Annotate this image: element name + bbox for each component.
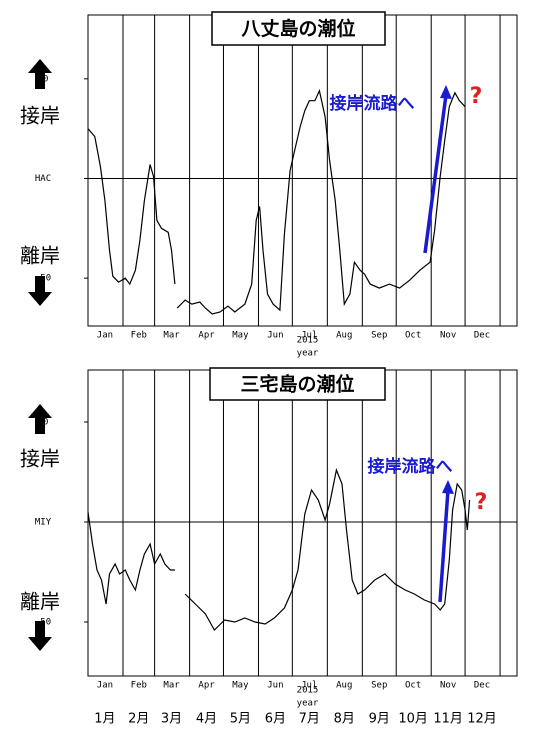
x-tick-label: Aug — [336, 331, 352, 341]
x-tick-label: Jun — [267, 331, 283, 341]
title-box — [209, 367, 386, 401]
down-arrow-icon — [28, 621, 52, 651]
x-tick-label: Jul — [301, 681, 317, 691]
tide-line — [87, 467, 471, 631]
annotation: ? — [470, 84, 483, 109]
month-label: 1月 — [94, 712, 115, 727]
annotation-arrow — [423, 94, 448, 254]
year-label: 2015 — [297, 686, 319, 696]
x-tick-label: Nov — [440, 681, 456, 691]
upper-label: 接岸 — [20, 447, 60, 471]
upper-label: 接岸 — [20, 104, 60, 128]
plot-frame — [87, 369, 518, 677]
y-tick-label: HAC — [35, 174, 51, 184]
x-tick-label: Apr — [198, 681, 215, 691]
title-box — [211, 11, 386, 46]
x-tick-label: Mar — [163, 331, 180, 341]
lower-label: 離岸 — [20, 590, 60, 614]
month-label: 10月 — [398, 712, 428, 727]
x-axis-label: year — [297, 349, 319, 359]
y-tick-label: MIY — [35, 518, 52, 528]
month-label: 12月 — [467, 712, 497, 727]
x-tick-label: Nov — [440, 331, 456, 341]
down-arrow-icon — [28, 276, 52, 306]
x-tick-label: Feb — [131, 331, 147, 341]
x-tick-label: Jan — [97, 681, 113, 691]
month-label: 4月 — [196, 712, 217, 727]
chart-title: 三宅島の潮位 — [240, 373, 354, 396]
up-arrow-icon — [28, 404, 52, 434]
up-arrow-icon — [28, 59, 52, 89]
tide-line — [87, 88, 466, 315]
annotation-arrow — [438, 489, 450, 603]
x-tick-label: Mar — [163, 681, 180, 691]
month-label: 6月 — [265, 712, 286, 727]
annotation-arrowhead — [440, 85, 452, 99]
x-tick-label: Oct — [405, 681, 421, 691]
x-tick-label: Jul — [301, 331, 317, 341]
x-tick-label: Dec — [474, 331, 490, 341]
year-label: 2015 — [297, 336, 319, 346]
x-tick-label: Feb — [131, 681, 147, 691]
x-tick-label: Sep — [371, 331, 387, 341]
x-tick-label: Jun — [267, 681, 283, 691]
lower-label: 離岸 — [20, 244, 60, 268]
x-tick-label: Aug — [336, 681, 352, 691]
month-label: 8月 — [334, 712, 355, 727]
x-tick-label: Oct — [405, 331, 421, 341]
month-label: 7月 — [299, 712, 320, 727]
x-tick-label: Apr — [198, 331, 215, 341]
annotation: 接岸流路へ — [368, 456, 453, 477]
x-axis-label: year — [297, 699, 319, 709]
annotation: ? — [475, 490, 488, 515]
month-label: 2月 — [128, 712, 149, 727]
x-tick-label: Jan — [97, 331, 113, 341]
month-label: 3月 — [161, 712, 182, 727]
month-label: 11月 — [433, 712, 463, 727]
month-label: 5月 — [230, 712, 251, 727]
x-tick-label: Sep — [371, 681, 387, 691]
x-tick-label: May — [232, 331, 249, 341]
annotation-arrowhead — [442, 480, 454, 494]
month-label: 9月 — [369, 712, 390, 727]
x-tick-label: Dec — [474, 681, 490, 691]
chart-title: 八丈島の潮位 — [241, 17, 355, 40]
annotation: 接岸流路へ — [330, 93, 415, 114]
x-tick-label: May — [232, 681, 249, 691]
